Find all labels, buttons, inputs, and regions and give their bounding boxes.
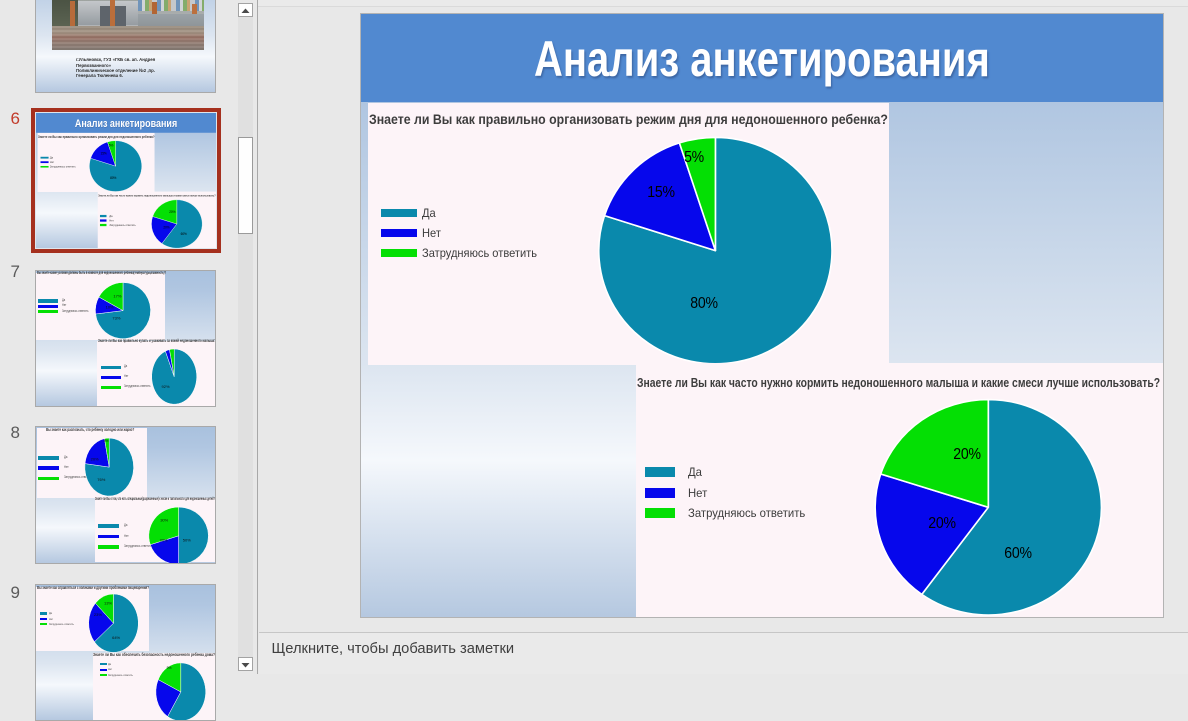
- svg-text:17%: 17%: [113, 293, 121, 298]
- svg-text:10%: 10%: [106, 304, 114, 309]
- svg-text:64%: 64%: [112, 635, 120, 640]
- svg-text:76%: 76%: [97, 477, 105, 482]
- svg-text:73%: 73%: [112, 315, 120, 320]
- svg-text:13%: 13%: [104, 600, 112, 605]
- svg-text:50%: 50%: [183, 538, 191, 543]
- svg-text:20%: 20%: [160, 538, 168, 543]
- svg-text:23%: 23%: [94, 612, 102, 617]
- svg-text:9%: 9%: [167, 666, 172, 670]
- svg-text:20%: 20%: [91, 456, 99, 461]
- svg-text:92%: 92%: [162, 384, 170, 389]
- svg-text:3%: 3%: [104, 439, 109, 443]
- svg-text:30%: 30%: [160, 517, 168, 522]
